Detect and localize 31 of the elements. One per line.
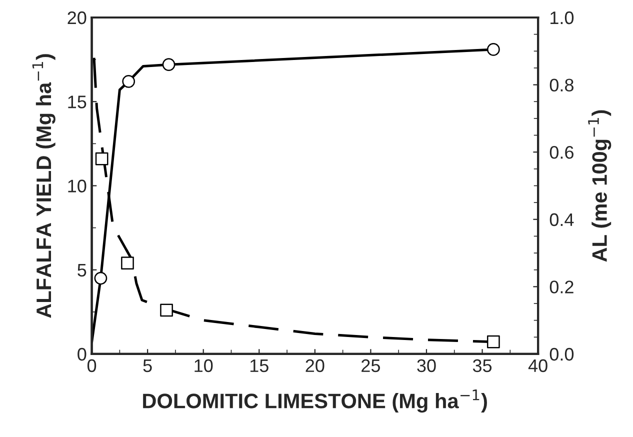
x-tick-label: 40 (528, 359, 548, 372)
point (162, 58, 176, 72)
y2-tick-label: 1.0 (550, 11, 574, 24)
y-axis-title: ALFALFA YIELD (Mg ha$^{−1}$) (32, 54, 56, 318)
y-tick-label: 15 (68, 96, 86, 108)
x-tick-label: 5 (143, 359, 152, 372)
y-tick-label: 20 (68, 11, 86, 24)
point (95, 152, 108, 166)
y-tick-label: 5 (78, 264, 86, 277)
y2-tick-label: 0.4 (550, 213, 574, 226)
x-tick-label: 25 (362, 359, 380, 372)
point (160, 304, 173, 317)
y2-tick-label: 0.2 (550, 280, 574, 294)
x-tick-label: 15 (250, 359, 268, 372)
point (121, 256, 134, 270)
y2-tick-label: 0.8 (550, 78, 574, 92)
x-tick-label: 20 (306, 359, 324, 372)
x-tick-label: 0 (87, 359, 96, 372)
y2-tick-label: 0.6 (550, 146, 574, 159)
point (94, 272, 108, 285)
x-axis-title: DOLOMITIC LIMESTONE (Mg ha$^{−1}$) (143, 390, 487, 413)
x-tick-label: 10 (194, 359, 213, 372)
y2-tick-label: 0.0 (550, 348, 574, 361)
point (122, 74, 136, 88)
y-tick-label: 0 (78, 348, 86, 361)
y-tick-label: 10 (68, 180, 86, 192)
point (486, 335, 500, 348)
x-tick-label: 35 (472, 359, 492, 372)
x-tick-label: 30 (417, 359, 436, 372)
y2-axis-title: AL (me 100g$^{−1}$) (588, 110, 612, 262)
point (486, 43, 500, 56)
